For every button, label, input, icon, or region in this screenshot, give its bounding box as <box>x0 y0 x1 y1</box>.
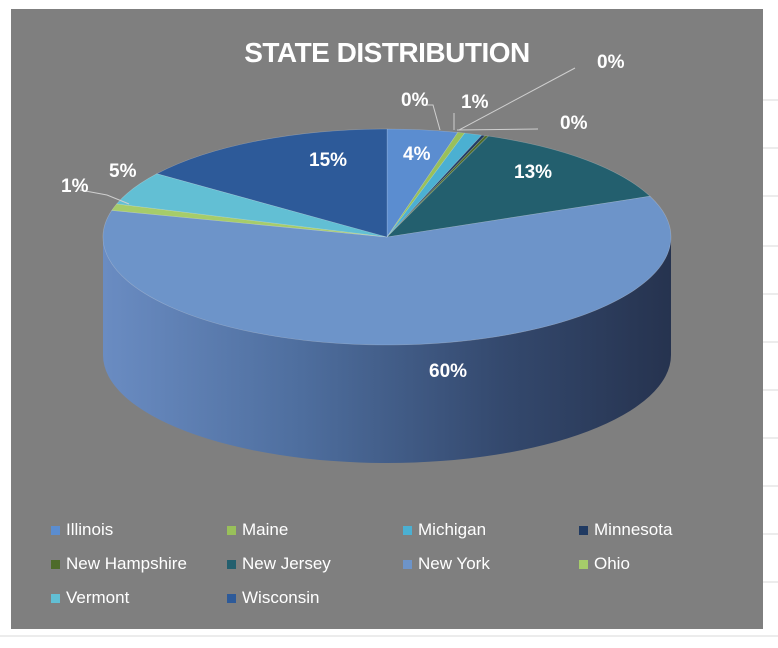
legend: Illinois Maine Michigan Minnesota New Hampsh… <box>51 519 751 609</box>
pie-chart[interactable]: 4% 0% 1% 0% 0% 13% 60% 1% 5% 15% <box>11 9 763 629</box>
pie-slice-michigan[interactable] <box>386 132 483 238</box>
legend-item-ohio[interactable]: Ohio <box>579 553 749 575</box>
data-label-minnesota: 0% <box>597 52 625 73</box>
legend-label-illinois: Illinois <box>66 520 114 539</box>
data-label-new-jersey: 13% <box>514 162 552 183</box>
pie-slice-vermont[interactable] <box>116 173 388 238</box>
legend-item-illinois[interactable]: Illinois <box>51 519 227 541</box>
pie-slice-new-york[interactable] <box>102 195 672 346</box>
pie-slice-wisconsin[interactable] <box>156 128 388 238</box>
legend-swatch-michigan <box>403 525 412 535</box>
legend-label-minnesota: Minnesota <box>594 520 673 539</box>
legend-label-new-hampshire: New Hampshire <box>66 554 187 573</box>
legend-label-wisconsin: Wisconsin <box>242 588 320 607</box>
data-label-new-york: 60% <box>429 361 467 382</box>
legend-swatch-ohio <box>579 559 588 569</box>
data-label-illinois: 4% <box>403 144 431 165</box>
legend-swatch-minnesota <box>579 525 588 535</box>
legend-item-vermont[interactable]: Vermont <box>51 587 227 609</box>
legend-swatch-wisconsin <box>227 593 236 603</box>
legend-label-vermont: Vermont <box>66 588 130 607</box>
legend-label-michigan: Michigan <box>418 520 487 539</box>
legend-label-ohio: Ohio <box>594 554 630 573</box>
legend-swatch-vermont <box>51 593 60 603</box>
pie-slice-ohio[interactable] <box>111 203 388 238</box>
legend-item-new-jersey[interactable]: New Jersey <box>227 553 403 575</box>
legend-item-minnesota[interactable]: Minnesota <box>579 519 749 541</box>
legend-item-michigan[interactable]: Michigan <box>403 519 579 541</box>
legend-label-new-york: New York <box>418 554 490 573</box>
data-label-maine: 0% <box>401 90 429 111</box>
data-label-wisconsin: 15% <box>309 150 347 171</box>
pie-slice-minnesota[interactable] <box>386 134 486 238</box>
legend-swatch-maine <box>227 525 236 535</box>
legend-label-new-jersey: New Jersey <box>242 554 331 573</box>
legend-item-new-hampshire[interactable]: New Hampshire <box>51 553 227 575</box>
chart-area[interactable]: STATE DISTRIBUTION 4% 0% 1% 0% 0% 13% 60% 1% 5% 1… <box>11 9 763 629</box>
legend-swatch-new-york <box>403 559 412 569</box>
leader-line-new-hampshire <box>456 128 539 131</box>
leader-line-minnesota <box>458 67 576 131</box>
legend-item-new-york[interactable]: New York <box>403 553 579 575</box>
data-label-vermont: 5% <box>109 161 137 182</box>
leader-line-maine <box>423 104 441 131</box>
data-label-new-hampshire: 0% <box>560 113 588 134</box>
data-label-ohio: 1% <box>61 176 89 197</box>
legend-item-wisconsin[interactable]: Wisconsin <box>227 587 403 609</box>
legend-swatch-new-hampshire <box>51 559 60 569</box>
data-label-michigan: 1% <box>461 92 489 113</box>
legend-swatch-illinois <box>51 525 60 535</box>
chart-title: STATE DISTRIBUTION <box>244 37 530 68</box>
pie-slice-illinois[interactable] <box>386 128 459 238</box>
legend-item-maine[interactable]: Maine <box>227 519 403 541</box>
leader-line-ohio <box>79 189 130 205</box>
legend-swatch-new-jersey <box>227 559 236 569</box>
pie-slice-new-jersey[interactable] <box>386 135 651 238</box>
legend-label-maine: Maine <box>242 520 289 539</box>
pie-slice-new-hampshire[interactable] <box>386 135 490 238</box>
pie-3d-side <box>103 237 671 463</box>
pie-slice-maine[interactable] <box>386 132 466 238</box>
